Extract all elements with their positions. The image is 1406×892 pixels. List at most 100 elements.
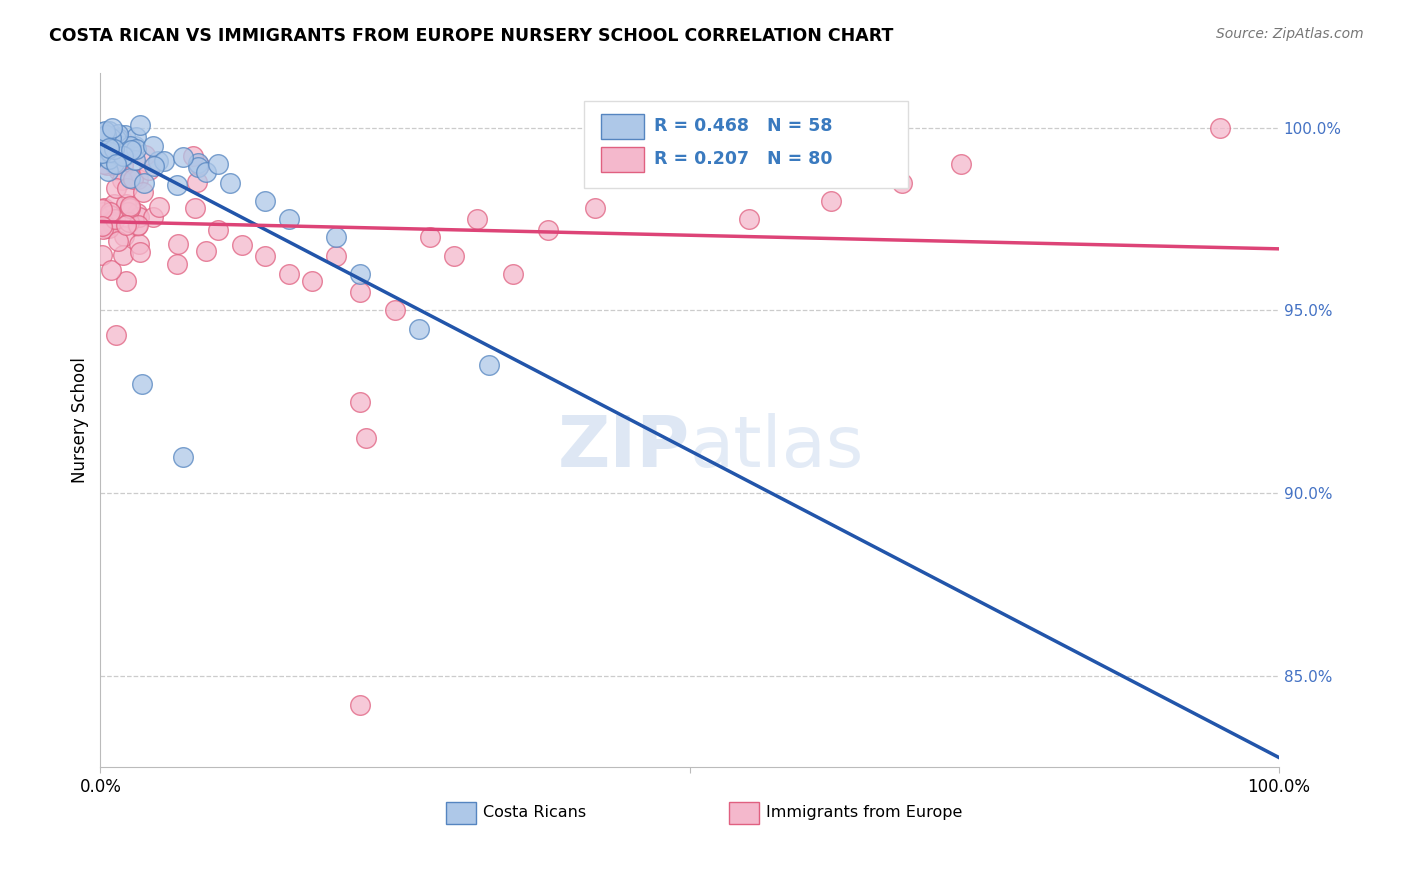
Point [349, 285, 371, 300]
FancyBboxPatch shape [583, 101, 908, 187]
Point [91, 131, 114, 145]
Point [583, 201, 606, 215]
Point [112, 138, 135, 153]
Point [100, 217, 122, 231]
Point [118, 201, 141, 215]
Point [277, 267, 299, 281]
Point [112, 149, 135, 163]
Point [207, 157, 229, 171]
Point [105, 143, 128, 157]
Text: Immigrants from Europe: Immigrants from Europe [766, 805, 963, 820]
Point [94, 219, 117, 233]
Point [112, 146, 135, 161]
Point [100, 263, 122, 277]
Point [148, 201, 170, 215]
Text: atlas: atlas [689, 413, 865, 483]
Point [127, 218, 149, 232]
Point [408, 322, 430, 336]
Point [166, 257, 188, 271]
Point [127, 219, 149, 234]
Point [131, 186, 153, 200]
Point [118, 215, 141, 229]
Point [124, 139, 146, 153]
Point [115, 274, 138, 288]
Point [98, 136, 121, 151]
FancyBboxPatch shape [446, 802, 477, 824]
Point [112, 248, 135, 262]
Point [97, 153, 120, 167]
Point [103, 197, 125, 211]
Point [101, 128, 124, 143]
Point [98, 146, 121, 161]
Point [93, 139, 115, 153]
Point [231, 237, 253, 252]
Point [90, 145, 112, 160]
Point [107, 155, 129, 169]
Point [97, 221, 120, 235]
Point [93, 157, 115, 171]
Point [98, 208, 121, 222]
Point [96, 149, 118, 163]
Point [467, 212, 489, 227]
Point [254, 249, 277, 263]
Point [98, 138, 121, 153]
Point [142, 211, 165, 225]
Point [127, 206, 149, 220]
Point [105, 328, 128, 343]
Point [419, 230, 441, 244]
Point [91, 124, 114, 138]
Point [94, 129, 117, 144]
Point [90, 219, 112, 233]
Point [277, 212, 299, 227]
Point [94, 128, 117, 142]
Point [134, 176, 156, 190]
Point [820, 194, 842, 208]
Point [207, 223, 229, 237]
Point [105, 181, 128, 195]
Point [97, 164, 120, 178]
Point [111, 172, 134, 186]
Point [502, 267, 524, 281]
Point [120, 143, 142, 157]
Point [111, 138, 134, 153]
Text: R = 0.468   N = 58: R = 0.468 N = 58 [654, 118, 832, 136]
Point [134, 148, 156, 162]
Point [117, 180, 139, 194]
Point [117, 204, 139, 219]
Point [478, 358, 501, 372]
Point [131, 376, 153, 391]
Point [138, 162, 160, 177]
Point [111, 133, 134, 147]
Text: ZIP: ZIP [557, 413, 689, 483]
Point [114, 229, 136, 244]
Point [195, 244, 218, 258]
Point [94, 220, 117, 235]
Point [128, 237, 150, 252]
Point [98, 205, 121, 219]
Point [195, 164, 218, 178]
Point [125, 142, 148, 156]
Point [90, 248, 112, 262]
Point [100, 213, 122, 227]
Point [167, 237, 190, 252]
Point [124, 153, 146, 168]
Point [114, 218, 136, 232]
Point [107, 130, 129, 145]
Point [354, 431, 377, 445]
Point [349, 267, 371, 281]
Point [254, 194, 277, 208]
Point [949, 157, 972, 171]
Point [890, 176, 912, 190]
Point [103, 137, 125, 152]
Point [127, 172, 149, 186]
Point [98, 145, 121, 159]
Point [118, 170, 141, 185]
Point [537, 223, 560, 237]
Point [129, 118, 152, 132]
Point [1209, 120, 1232, 135]
Point [107, 163, 129, 178]
Text: COSTA RICAN VS IMMIGRANTS FROM EUROPE NURSERY SCHOOL CORRELATION CHART: COSTA RICAN VS IMMIGRANTS FROM EUROPE NU… [49, 27, 894, 45]
Point [103, 156, 125, 170]
Point [101, 120, 124, 135]
Point [181, 149, 204, 163]
